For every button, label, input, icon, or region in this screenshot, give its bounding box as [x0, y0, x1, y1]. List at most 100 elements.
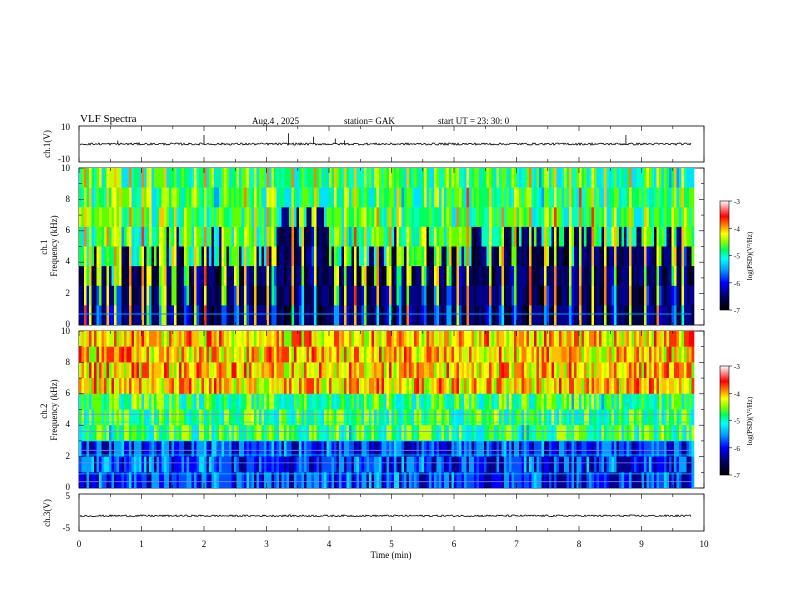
- ch1-spec-cell-188-3: [549, 226, 552, 247]
- ch1-spec-cell-199-6: [576, 285, 580, 306]
- ch1-spec-cell-61-0: [231, 168, 235, 188]
- ch2-spec-cell-192-2: [559, 362, 562, 379]
- ch2-spec-cell-137-9: [421, 472, 425, 488]
- ch2-spec-cell-103-6: [336, 425, 340, 442]
- ch2-spec-cell-240-0: [679, 331, 682, 347]
- ch1-spec-cell-194-1: [564, 187, 567, 208]
- xtick-label-3: 3: [264, 539, 269, 549]
- ch1-spec-cell-39-0: [176, 168, 180, 188]
- ch2-spec-cell-27-5: [146, 409, 150, 426]
- ch2-spec-cell-101-2: [331, 362, 335, 379]
- ch2-spec-cell-53-7: [211, 440, 215, 457]
- ch1-spec-cell-236-3: [669, 226, 672, 247]
- ch2-spec-cell-172-0: [509, 331, 512, 347]
- ch1-spec-cell-223-7: [636, 305, 640, 325]
- ch2-spec-cell-213-9: [611, 472, 615, 488]
- ch2-spec-cell-228-7: [649, 440, 652, 457]
- ch2-spec-cell-103-1: [336, 346, 340, 363]
- ch1-spec-cell-240-3: [679, 226, 682, 247]
- ch1-spec-cell-88-5: [299, 266, 302, 286]
- ch1-spec-cell-224-5: [639, 266, 642, 286]
- ch2-spec-cell-217-8: [621, 456, 625, 473]
- ch1-spec-cell-64-6: [239, 285, 242, 306]
- ch1-spec-cell-189-5: [551, 266, 555, 286]
- x-tick-labels: 0 1 2 3 4 5 6 7 8 9 10: [77, 539, 709, 549]
- ch1-spec-cell-9-5: [101, 266, 105, 286]
- ch1-spec-cell-0-1: [79, 187, 82, 208]
- ch1-spec-cell-2-0: [84, 168, 87, 188]
- ch2-spec-cell-96-9: [319, 472, 322, 488]
- ch2-spec-cell-217-6: [621, 425, 625, 442]
- ch2-spec-cell-164-8: [489, 456, 492, 473]
- ch1-spec-cell-240-2: [679, 207, 682, 228]
- ch2-spec-cell-29-7: [151, 440, 155, 457]
- ch1-spec-cell-190-6: [554, 285, 557, 306]
- ch1-spec-cell-129-3: [401, 226, 405, 247]
- ch2-spec-cell-117-3: [371, 378, 375, 395]
- ch1-spec-cell-177-0: [521, 168, 525, 188]
- ch1-spec-cell-89-4: [301, 246, 305, 267]
- ch1-spec-cell-0-2: [79, 207, 82, 228]
- ch1-spec-cell-68-2: [249, 207, 252, 228]
- ch2-spec-cell-61-4: [231, 393, 235, 410]
- ch2-spec-cell-48-8: [199, 456, 202, 473]
- ch1-spec-cell-99-6: [326, 285, 330, 306]
- ch2-spec-cell-194-0: [564, 331, 567, 347]
- ch2-spec-cell-157-3: [471, 378, 475, 395]
- ch3-wave-ytick-top: 5: [66, 491, 71, 501]
- ch1-spec-cell-37-1: [171, 187, 175, 208]
- ch2-spec-cell-8-7: [99, 440, 102, 457]
- ch1-spec-cell-5-3: [91, 226, 95, 247]
- ch1-spec-cell-224-0: [639, 168, 642, 188]
- ch2-spec-cell-190-2: [554, 362, 557, 379]
- ch1-spec-cell-137-5: [421, 266, 425, 286]
- ch1-spec-cell-17-6: [121, 285, 125, 306]
- ch1-spec-cell-188-0: [549, 168, 552, 188]
- ch2-spec-cell-152-8: [459, 456, 462, 473]
- ch2-spec-cell-235-5: [666, 409, 670, 426]
- ch1-spec-cell-8-0: [99, 168, 102, 188]
- ch2-spec-cell-96-6: [319, 425, 322, 442]
- ch1-spec-cell-177-6: [521, 285, 525, 306]
- ch2-spec-cell-12-3: [109, 378, 112, 395]
- ch2-spec-cell-109-7: [351, 440, 355, 457]
- ch1-spec-cell-38-2: [174, 207, 177, 228]
- ch1-spec-cell-237-4: [671, 246, 675, 267]
- ch1-spec-cell-245-2: [691, 207, 695, 228]
- ch1-spec-cell-168-1: [499, 187, 502, 208]
- ch2-spec-cell-25-7: [141, 440, 145, 457]
- ch1-spec-cell-63-2: [236, 207, 240, 228]
- ch1-spec-cell-119-3: [376, 226, 380, 247]
- ch1-spec-cell-129-2: [401, 207, 405, 228]
- ch1-spec-cell-64-3: [239, 226, 242, 247]
- ch1-spec-cell-48-2: [199, 207, 202, 228]
- ch2-spec-cell-230-2: [654, 362, 657, 379]
- ch2-spec-cell-64-2: [239, 362, 242, 379]
- ch2-spec-cell-130-7: [404, 440, 407, 457]
- ch2-spec-cell-106-6: [344, 425, 347, 442]
- ch2-spec-cell-109-3: [351, 378, 355, 395]
- ch2-spec-cell-178-4: [524, 393, 527, 410]
- ch2-spec-cell-130-6: [404, 425, 407, 442]
- ch1-spec-cell-176-1: [519, 187, 522, 208]
- ch2-spec-cell-126-6: [394, 425, 397, 442]
- ch2-spec-cell-190-4: [554, 393, 557, 410]
- ch2-spec-cell-179-3: [526, 378, 530, 395]
- ch2-spec-cell-200-8: [579, 456, 582, 473]
- ch2-spec-cell-17-3: [121, 378, 125, 395]
- ch1-spec-cell-76-2: [269, 207, 272, 228]
- ch2-spec-cell-54-6: [214, 425, 217, 442]
- ch2-spec-cell-89-3: [301, 378, 305, 395]
- ch2-spec-cell-96-4: [319, 393, 322, 410]
- ch2-spec-cell-11-6: [106, 425, 110, 442]
- ch1-spec-cell-52-5: [209, 266, 212, 286]
- ch2-spec-cell-78-3: [274, 378, 277, 395]
- ch2-spec-cell-53-3: [211, 378, 215, 395]
- ch2-spec-cell-27-4: [146, 393, 150, 410]
- ch2-spec-cell-87-7: [296, 440, 300, 457]
- ch1-spec-cell-59-1: [226, 187, 230, 208]
- ch2-spec-cell-204-1: [589, 346, 592, 363]
- ch2-spec-cell-213-7: [611, 440, 615, 457]
- ch2-spec-cell-74-2: [264, 362, 267, 379]
- ch1-spec-cell-227-7: [646, 305, 650, 325]
